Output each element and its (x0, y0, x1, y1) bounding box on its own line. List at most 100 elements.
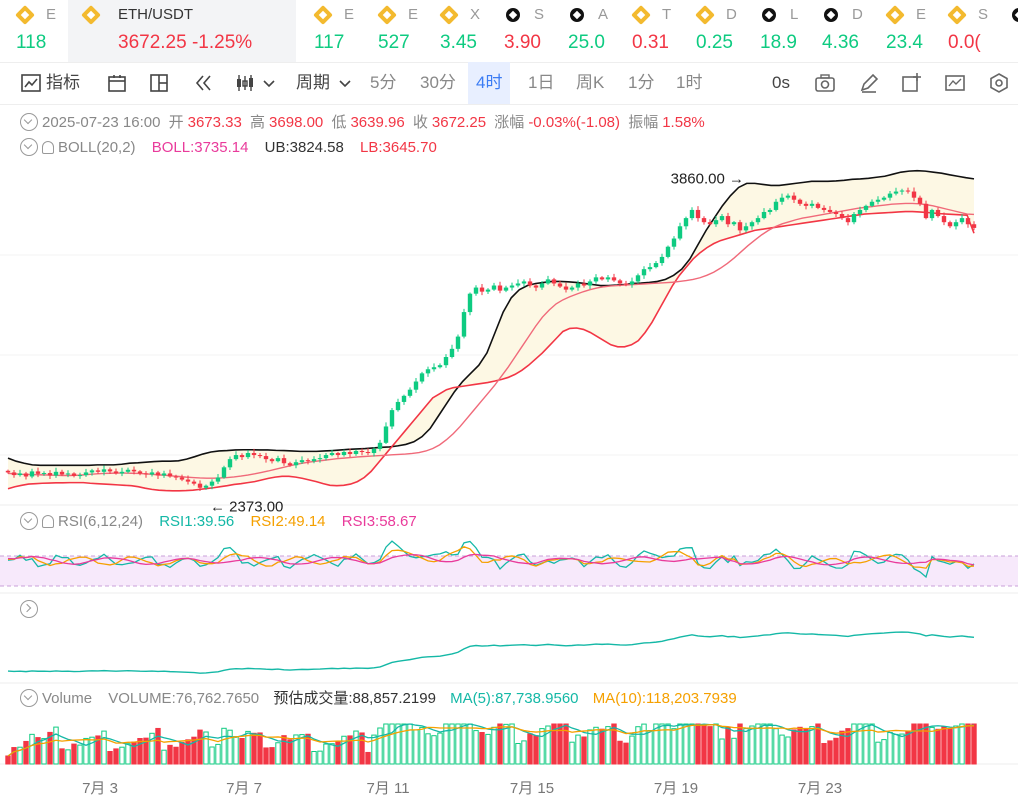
candle-body (917, 197, 923, 204)
ticker-symbol: E (46, 6, 57, 23)
collapse-icon[interactable] (20, 512, 38, 530)
candle-body (203, 485, 209, 488)
ticker-item[interactable]: D 4.36 (806, 0, 866, 62)
interval-4[interactable]: 周K (576, 73, 605, 92)
volume-bar (59, 748, 65, 765)
low-annotation: ← 2373.00 (210, 498, 283, 515)
collapse-icon[interactable] (20, 689, 38, 707)
interval-3[interactable]: 1日 (528, 73, 555, 92)
indicators-button[interactable]: 指标 (46, 73, 80, 92)
ticker-item[interactable]: L 18.9 (744, 0, 804, 62)
add-indicator-icon[interactable] (900, 72, 922, 94)
volume-bar (971, 723, 977, 765)
chevron-down-icon[interactable] (338, 72, 352, 94)
volume-bar (653, 723, 659, 765)
volume-bar (383, 723, 389, 765)
candle-body (893, 191, 899, 194)
ticker-item[interactable]: E 527 (362, 0, 422, 62)
collapse-icon[interactable] (20, 113, 38, 131)
volume-bar (275, 742, 281, 765)
candle-body (245, 453, 251, 458)
volume-bar (299, 734, 305, 765)
volume-bar (527, 733, 533, 765)
interval-6[interactable]: 1时 (676, 73, 703, 92)
volume-bar (647, 730, 653, 765)
candle-body (425, 369, 431, 374)
collapse-icon[interactable] (20, 138, 38, 156)
candle-body (641, 269, 647, 276)
ticker-item[interactable]: T 0.31 (616, 0, 676, 62)
candle-type-icon[interactable] (234, 72, 256, 94)
bell-icon[interactable] (42, 515, 54, 528)
candle-body (755, 218, 761, 223)
candle-body (437, 365, 443, 368)
candle-body (185, 479, 191, 482)
volume-ma10-line (7, 724, 974, 757)
ticker-item[interactable]: S 0.0( (932, 0, 992, 62)
ticker-item[interactable]: E 117 (298, 0, 358, 62)
candle-body (77, 475, 83, 477)
ticker-item[interactable]: S 3.90 (488, 0, 548, 62)
candle-body (35, 471, 41, 474)
screenshot-icon[interactable] (944, 72, 966, 94)
calendar-icon[interactable] (106, 72, 128, 94)
candle-body (773, 201, 779, 210)
candle-body (287, 463, 293, 466)
volume-bar (227, 729, 233, 765)
interval-5[interactable]: 1分 (628, 73, 655, 92)
volume-bar (167, 744, 173, 765)
camera-icon[interactable] (814, 72, 836, 94)
layout-icon[interactable] (148, 72, 170, 94)
candle-body (191, 481, 197, 484)
volume-bar (521, 740, 527, 765)
interval-0[interactable]: 5分 (370, 73, 397, 92)
expand-icon[interactable] (20, 600, 38, 618)
indicator-icon[interactable] (20, 72, 42, 94)
candle-body (695, 209, 701, 219)
amplitude-value: 1.58% (662, 114, 705, 131)
interval-1[interactable]: 30分 (420, 73, 456, 92)
bell-icon[interactable] (42, 141, 54, 154)
ticker-item[interactable]: E (994, 0, 1018, 62)
candle-body (95, 470, 101, 472)
volume-bar (53, 726, 59, 765)
ticker-item[interactable]: E 118 (0, 0, 64, 62)
ticker-item[interactable]: D 0.25 (680, 0, 740, 62)
open-value: 3673.33 (187, 114, 242, 131)
period-button[interactable]: 周期 (296, 73, 330, 92)
candle-body (905, 190, 911, 192)
ticker-item[interactable]: ETH/USDT 3672.25 -1.25% (68, 0, 296, 62)
candle-body (707, 222, 713, 225)
volume-bar (155, 727, 161, 765)
candle-body (137, 471, 143, 474)
volume-bar (197, 729, 203, 765)
volume-bar (803, 728, 809, 765)
ticker-item[interactable]: E 23.4 (870, 0, 930, 62)
volume-bar (23, 740, 29, 765)
candle-body (821, 207, 827, 210)
interval-2[interactable]: 4时 (468, 62, 511, 104)
rewind-icon[interactable] (192, 72, 214, 94)
volume-bar (923, 723, 929, 765)
pencil-icon[interactable] (858, 72, 880, 94)
candle-body (827, 209, 833, 212)
third-pane-legend (20, 600, 42, 618)
candle-body (173, 476, 179, 478)
candle-body (947, 222, 953, 227)
candle-body (233, 455, 239, 460)
candle-body (899, 190, 905, 192)
volume-bar (233, 736, 239, 765)
settings-icon[interactable] (988, 72, 1010, 94)
volume-bar (593, 726, 599, 765)
candle-body (119, 471, 125, 474)
ticker-item[interactable]: A 25.0 (552, 0, 612, 62)
candle-body (593, 277, 599, 282)
candle-body (455, 336, 461, 349)
candle-body (647, 267, 653, 270)
candle-body (107, 469, 113, 472)
rsi1-line (7, 540, 975, 579)
chevron-down-icon[interactable] (262, 72, 276, 94)
volume-value: VOLUME:76,762.7650 (108, 690, 260, 707)
ticker-item[interactable]: X 3.45 (424, 0, 484, 62)
